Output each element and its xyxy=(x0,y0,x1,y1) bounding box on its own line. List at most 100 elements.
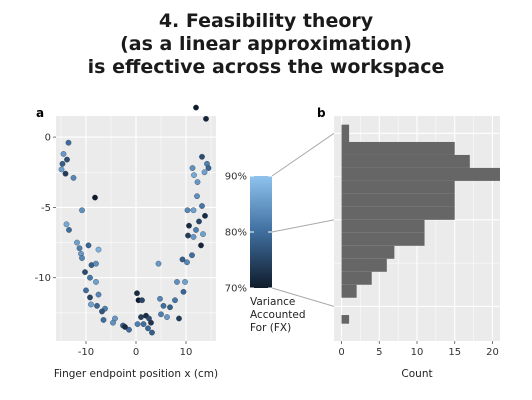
scatter-point xyxy=(190,234,197,240)
x-tick-label: 10 xyxy=(180,347,193,358)
scatter-point xyxy=(100,317,107,323)
scatter-point xyxy=(167,304,173,311)
histogram-bar xyxy=(341,219,425,233)
x-tick-label: 0 xyxy=(133,347,139,358)
scatter-point xyxy=(196,218,202,225)
colorbar-connector-line xyxy=(271,132,335,177)
y-tick-label: -10 xyxy=(35,273,51,284)
panel-a-points xyxy=(58,104,212,336)
scatter-point xyxy=(139,297,145,304)
scatter-point xyxy=(92,194,98,201)
histogram-bar xyxy=(341,206,455,220)
scatter-point xyxy=(83,287,89,294)
scatter-point xyxy=(203,115,209,122)
scatter-point xyxy=(174,279,180,285)
scatter-point xyxy=(59,160,66,167)
scatter-point xyxy=(79,207,85,214)
scatter-point xyxy=(110,319,116,326)
scatter-point xyxy=(122,324,128,330)
scatter-point xyxy=(193,227,199,233)
scatter-point xyxy=(182,279,188,285)
scatter-point xyxy=(176,315,182,322)
x-tick-label: 5 xyxy=(376,347,382,358)
panel-a-x-ticks: -10 0 10 xyxy=(78,341,193,358)
scatter-point xyxy=(149,329,155,336)
scatter-point xyxy=(158,311,164,318)
title-line-3: is effective across the workspace xyxy=(87,56,445,78)
panel-a-x-axis-label: Finger endpoint position x (cm) xyxy=(54,368,218,380)
scatter-point xyxy=(79,255,85,261)
x-tick-label: 20 xyxy=(486,347,499,358)
scatter-point xyxy=(194,193,200,200)
scatter-point xyxy=(87,294,93,301)
page-title: 4. Feasibility theory (as a linear appro… xyxy=(0,10,532,79)
scatter-point xyxy=(199,203,205,209)
x-tick-label: 0 xyxy=(338,347,344,358)
scatter-point xyxy=(66,227,72,233)
scatter-point xyxy=(198,242,204,249)
scatter-point xyxy=(88,301,94,308)
histogram-bar xyxy=(341,124,350,142)
scatter-point xyxy=(62,170,69,177)
histogram-bar xyxy=(341,232,425,246)
colorbar-ticks: 90% 80% 70% xyxy=(225,172,272,295)
colorbar-tick-label: 80% xyxy=(225,228,247,239)
panel-b-x-ticks: 0 5 10 15 20 xyxy=(338,341,499,358)
scatter-point xyxy=(85,242,92,249)
scatter-point xyxy=(186,222,192,229)
x-tick-label: 15 xyxy=(448,347,461,358)
scatter-point xyxy=(87,274,93,281)
scatter-point xyxy=(205,165,212,171)
colorbar-connector-line xyxy=(271,219,335,233)
scatter-point xyxy=(157,295,163,302)
scatter-point xyxy=(145,325,151,332)
histogram-bar xyxy=(341,141,455,155)
panel-a-gridlines xyxy=(56,116,216,341)
scatter-point xyxy=(185,232,191,239)
scatter-point xyxy=(138,314,144,320)
colorbar-label-line-1: Variance xyxy=(250,296,295,308)
x-tick-label: 10 xyxy=(411,347,424,358)
scatter-point xyxy=(140,321,147,327)
scatter-point xyxy=(189,165,196,171)
scatter-point xyxy=(180,288,187,295)
scatter-point xyxy=(70,175,77,181)
histogram-bar xyxy=(341,284,357,298)
histogram-bar xyxy=(341,315,350,324)
colorbar-connector-lines xyxy=(271,132,335,307)
colorbar-label-line-2: Accounted xyxy=(250,309,306,321)
scatter-point xyxy=(126,326,132,333)
scatter-point xyxy=(60,151,67,157)
scatter-point xyxy=(191,172,197,178)
colorbar-tick-label: 70% xyxy=(225,284,247,295)
panel-b-x-axis-label: Count xyxy=(401,368,432,380)
scatter-point xyxy=(82,269,88,275)
scatter-point xyxy=(194,179,201,185)
scatter-point xyxy=(95,291,102,298)
scatter-point xyxy=(58,166,65,173)
colorbar xyxy=(250,176,272,288)
scatter-point xyxy=(172,297,178,304)
histogram-bar xyxy=(341,180,455,194)
histogram-bar xyxy=(341,245,395,259)
scatter-point xyxy=(134,290,140,297)
y-tick-label: -5 xyxy=(41,203,51,214)
scatter-point xyxy=(64,156,70,163)
scatter-point xyxy=(200,231,206,237)
scatter-point xyxy=(202,212,208,219)
scatter-point xyxy=(201,169,208,176)
scatter-point xyxy=(95,246,102,253)
panel-a-letter: a xyxy=(36,106,44,120)
title-line-2: (as a linear approximation) xyxy=(120,33,412,55)
scatter-point xyxy=(190,207,197,214)
scatter-point xyxy=(63,221,70,228)
colorbar-connector-line xyxy=(271,287,335,307)
y-tick-label: 0 xyxy=(45,133,51,144)
panel-b-bars xyxy=(341,124,500,324)
scatter-point xyxy=(164,314,170,320)
histogram-bar xyxy=(341,154,470,168)
scatter-point xyxy=(148,319,154,326)
title-line-1: 4. Feasibility theory xyxy=(158,10,374,32)
panel-a-y-ticks: 0 -5 -10 xyxy=(35,133,56,284)
